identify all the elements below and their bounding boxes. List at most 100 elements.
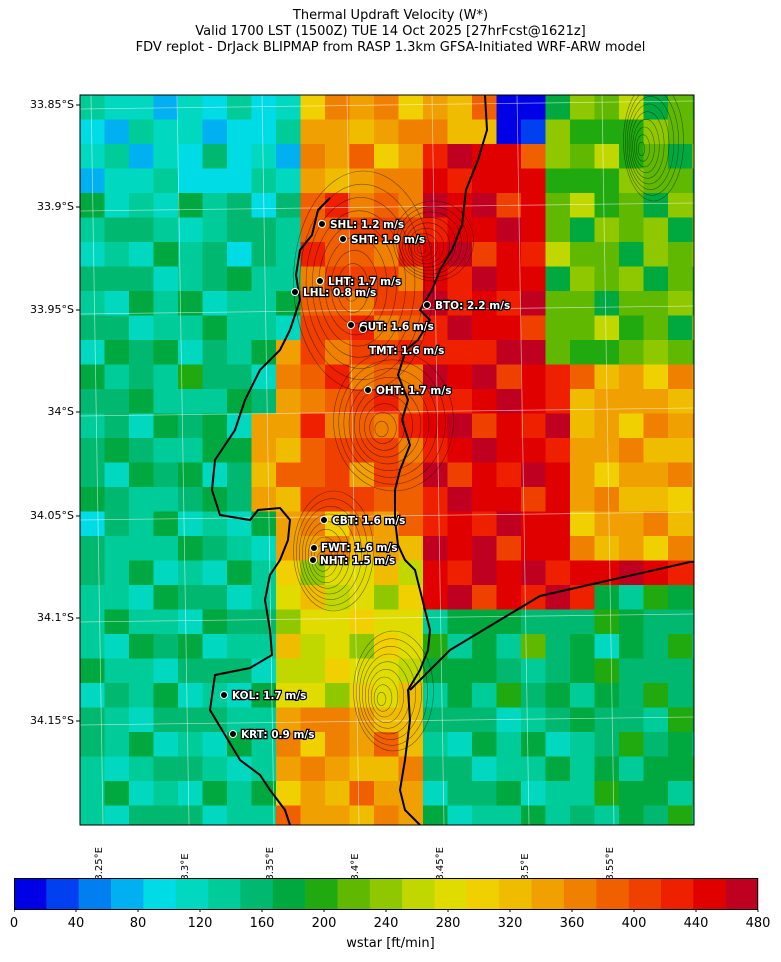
grid-cell [472,438,498,464]
grid-cell [251,168,277,194]
grid-cell [325,585,351,611]
grid-cell [668,683,694,709]
grid-cell [398,168,424,194]
grid-cell [251,511,277,537]
grid-cell [202,756,228,782]
grid-cell [496,560,522,586]
grid-cell [349,683,375,709]
grid-cell [251,609,277,635]
grid-cell [545,389,571,415]
grid-cell [202,536,228,562]
grid-cell [521,364,547,390]
grid-cell [570,658,596,684]
grid-cell [178,168,204,194]
grid-cell [545,756,571,782]
grid-cell [80,413,106,439]
grid-cell [423,340,449,366]
grid-cell [545,683,571,709]
grid-cell [643,438,669,464]
grid-cell [80,658,106,684]
grid-cell [447,413,473,439]
colorbar-tick-label: 200 [311,916,337,931]
grid-cell [349,634,375,660]
grid-cell [545,168,571,194]
grid-cell [178,609,204,635]
grid-cell [202,389,228,415]
grid-cell [521,119,547,145]
grid-cell [570,756,596,782]
grid-cell [619,364,645,390]
colorbar-tick-label: 40 [67,916,85,931]
grid-cell [619,438,645,464]
grid-cell [643,340,669,366]
grid-cell [129,364,155,390]
grid-cell [178,536,204,562]
station-label: OHT: 1.7 m/s [376,385,451,397]
grid-cell [227,364,253,390]
grid-cell [545,732,571,758]
grid-cell [80,95,106,121]
grid-cell [129,805,155,825]
grid-cell [643,707,669,733]
grid-cell [496,340,522,366]
grid-cell [227,805,253,825]
grid-cell [496,144,522,170]
grid-cell [398,462,424,488]
grid-cell [668,413,694,439]
grid-cell [80,266,106,292]
grid-cell [178,707,204,733]
grid-cell [570,193,596,219]
grid-cell [545,658,571,684]
grid-cell [129,487,155,513]
grid-cell [692,732,694,758]
grid-cell [447,462,473,488]
grid-cell [153,658,179,684]
grid-cell [129,95,155,121]
station-label: NHT: 1.5 m/s [320,555,395,567]
grid-cell [349,242,375,268]
grid-cell [643,536,669,562]
grid-cell [496,511,522,537]
grid-cell [668,119,694,145]
grid-cell [472,487,498,513]
grid-cell [594,315,620,341]
latitude-label: 34.15°S [30,714,74,727]
grid-cell [570,487,596,513]
grid-cell [227,560,253,586]
grid-cell [178,658,204,684]
grid-cell [496,609,522,635]
grid-cell [594,781,620,807]
grid-cell [619,487,645,513]
grid-cell [374,462,400,488]
grid-cell [545,144,571,170]
grid-cell [325,119,351,145]
grid-cell [349,144,375,170]
grid-cell [276,732,302,758]
grid-cell [227,609,253,635]
grid-cell [570,95,596,121]
grid-cell [178,634,204,660]
grid-cell [300,683,326,709]
grid-cell [325,438,351,464]
grid-cell [692,389,694,415]
grid-cell [374,193,400,219]
station-markers: SHL: 1.2 m/s SHT: 1.9 m/s LHT: 1.7 m/sLHL:… [220,218,511,742]
grid-cell [300,560,326,586]
grid-cell [178,805,204,825]
grid-cell [80,781,106,807]
wstar-grid [80,95,694,825]
grid-cell [423,462,449,488]
grid-cell [472,217,498,243]
grid-cell [325,413,351,439]
grid-cell [668,438,694,464]
grid-cell [251,560,277,586]
grid-cell [692,364,694,390]
grid-cell [227,585,253,611]
grid-cell [570,266,596,292]
grid-cell [349,217,375,243]
grid-cell [521,756,547,782]
station-label: TMT: 1.6 m/s [369,345,444,357]
grid-cell [521,438,547,464]
grid-cell [178,732,204,758]
